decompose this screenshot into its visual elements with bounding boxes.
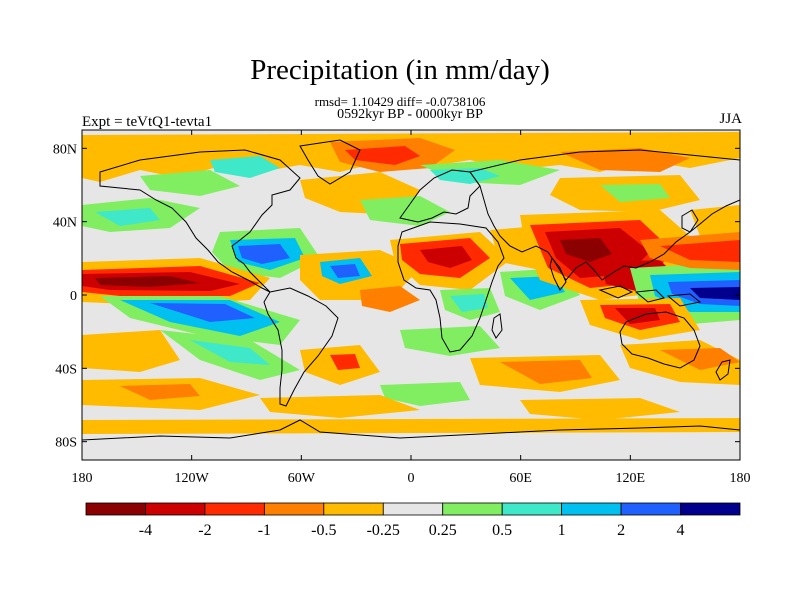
anomaly-region bbox=[260, 395, 420, 418]
anomaly-region bbox=[140, 170, 240, 196]
y-tick-label: 80N bbox=[53, 142, 77, 157]
colorbar-label: 0.5 bbox=[492, 522, 512, 539]
anomaly-region bbox=[560, 148, 690, 172]
anomaly-region bbox=[400, 326, 500, 356]
y-tick-label: 40S bbox=[55, 362, 77, 377]
colorbar-swatch bbox=[501, 502, 563, 516]
coastline-north-america bbox=[99, 149, 301, 293]
figure-title: Precipitation (in mm/day) bbox=[250, 54, 550, 86]
season-label: JJA bbox=[719, 111, 742, 127]
x-tick-label: 0 bbox=[408, 471, 415, 486]
anomaly-region bbox=[120, 384, 200, 400]
coastline-australia bbox=[619, 311, 701, 369]
x-tick-label: 180 bbox=[730, 471, 751, 486]
coastline-africa bbox=[397, 221, 505, 353]
x-axis: 180 120W 60W 0 60E 120E 180 bbox=[72, 130, 751, 486]
stats-line: rmsd= 1.10429 diff= -0.0738106 bbox=[314, 94, 486, 109]
anomaly-region bbox=[150, 303, 255, 322]
x-tick-label: 60E bbox=[509, 471, 532, 486]
anomaly-region bbox=[420, 246, 472, 268]
experiment-label: Expt = teVtQ1-tevta1 bbox=[82, 114, 213, 130]
colorbar-label: -0.25 bbox=[367, 522, 400, 539]
x-tick-label: 120E bbox=[616, 471, 646, 486]
y-tick-label: 0 bbox=[70, 289, 77, 304]
coastline-madagascar bbox=[491, 313, 503, 339]
coastline-indonesia bbox=[598, 285, 702, 307]
colorbar-swatch bbox=[680, 502, 741, 516]
x-tick-label: 180 bbox=[72, 471, 93, 486]
anomaly-field bbox=[82, 132, 740, 434]
colorbar-label: -0.5 bbox=[311, 522, 336, 539]
coastline-antarctica bbox=[82, 419, 740, 441]
y-axis: 80N 40N 0 40S 80S bbox=[53, 142, 740, 451]
colorbar-label: -2 bbox=[198, 522, 211, 539]
colorbar-swatch bbox=[263, 502, 325, 516]
anomaly-region bbox=[330, 354, 360, 370]
anomaly-region bbox=[238, 244, 290, 264]
anomaly-region bbox=[520, 398, 680, 420]
coastline-south-america bbox=[263, 287, 339, 407]
y-tick-label: 80S bbox=[55, 436, 77, 451]
coastline-india bbox=[549, 256, 567, 291]
colorbar-label: 1 bbox=[558, 522, 566, 539]
coastline-new-zealand bbox=[715, 359, 731, 381]
colorbar-swatch bbox=[620, 502, 681, 516]
anomaly-region bbox=[380, 382, 470, 406]
colorbar-label: 0.25 bbox=[429, 522, 457, 539]
anomaly-region bbox=[82, 330, 180, 372]
x-tick-label: 60W bbox=[288, 471, 316, 486]
anomaly-region bbox=[660, 240, 740, 262]
colorbar-swatch bbox=[442, 502, 503, 516]
colorbar-swatch bbox=[561, 502, 622, 516]
colorbar: -4 -2 -1 -0.5 -0.25 0.25 0.5 1 2 4 bbox=[85, 502, 741, 539]
coastline-asia bbox=[469, 149, 740, 281]
coastline-japan bbox=[681, 209, 699, 233]
anomaly-region bbox=[210, 156, 280, 178]
anomaly-region bbox=[450, 294, 488, 312]
anomaly-region bbox=[330, 264, 360, 278]
anomaly-region bbox=[95, 208, 160, 226]
colorbar-swatch bbox=[204, 502, 265, 516]
colorbar-swatch bbox=[382, 502, 444, 516]
coastlines bbox=[82, 139, 740, 441]
colorbar-swatch bbox=[85, 502, 146, 516]
y-tick-label: 40N bbox=[53, 216, 77, 231]
coastline-greenland bbox=[299, 139, 361, 185]
anomaly-region bbox=[360, 286, 420, 312]
x-tick-label: 120W bbox=[175, 471, 210, 486]
anomaly-region bbox=[560, 238, 612, 262]
coastline-europe bbox=[399, 169, 481, 223]
colorbar-label: 4 bbox=[677, 522, 685, 539]
colorbar-label: -1 bbox=[258, 522, 271, 539]
colorbar-label: -4 bbox=[139, 522, 152, 539]
anomaly-region bbox=[690, 205, 740, 240]
anomaly-region bbox=[95, 276, 200, 287]
colorbar-swatch bbox=[145, 502, 206, 516]
anomaly-region bbox=[190, 340, 270, 365]
anomaly-region bbox=[615, 308, 660, 324]
anomaly-region bbox=[82, 418, 740, 434]
anomaly-region bbox=[690, 287, 740, 300]
anomaly-region bbox=[345, 146, 420, 165]
anomaly-region bbox=[500, 360, 592, 384]
anomaly-region bbox=[600, 184, 670, 202]
colorbar-swatch bbox=[323, 502, 384, 516]
period-line: 0592kyr BP - 0000kyr BP bbox=[337, 107, 483, 122]
colorbar-label: 2 bbox=[617, 522, 625, 539]
